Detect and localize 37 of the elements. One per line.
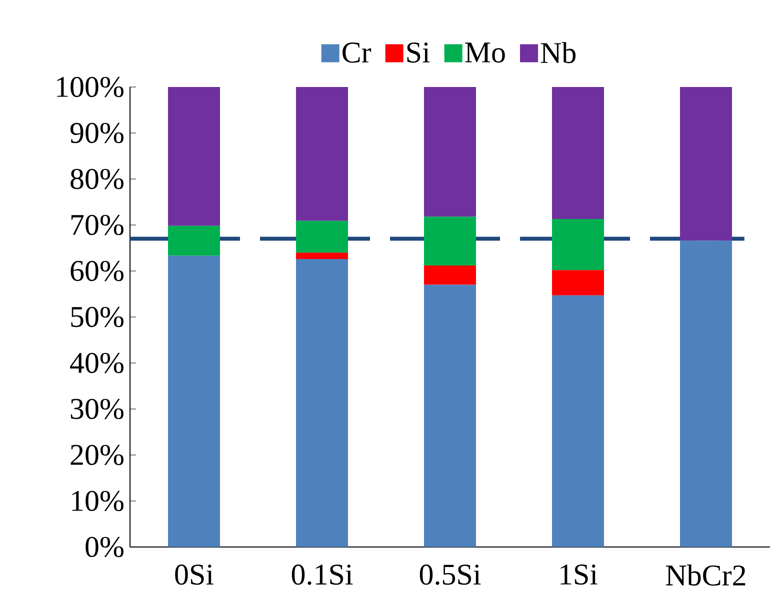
bar	[424, 284, 476, 547]
y-tick-label: 80%	[70, 168, 124, 190]
y-tick-label: 0%	[86, 536, 124, 558]
legend-label: Nb	[540, 42, 576, 64]
y-tick-label: 60%	[70, 260, 124, 282]
bar	[168, 86, 220, 226]
bar	[296, 259, 348, 547]
bar	[552, 86, 604, 220]
x-tick-label: 1Si	[560, 564, 598, 585]
y-tick-label: 20%	[70, 444, 124, 466]
bar	[552, 270, 604, 296]
bar	[680, 240, 732, 547]
y-tick-label: 90%	[70, 122, 124, 144]
x-tick-label: 0Si	[175, 564, 214, 585]
bar	[552, 295, 604, 547]
bar	[296, 86, 348, 221]
y-tick-label: 10%	[72, 490, 124, 512]
y-tick-label: 40%	[70, 352, 124, 374]
bar	[552, 219, 604, 270]
bar	[680, 86, 732, 241]
bar	[296, 220, 348, 253]
bar	[424, 265, 476, 285]
bar	[424, 216, 476, 266]
bar	[424, 86, 476, 217]
x-tick-label: 0.5Si	[420, 564, 481, 585]
legend-label: Mo	[465, 42, 505, 63]
legend-label: Si	[407, 42, 430, 63]
bar	[168, 256, 220, 547]
y-tick-label: 100%	[57, 76, 124, 98]
y-tick-label: 50%	[71, 306, 124, 328]
x-tick-label: NbCr2	[666, 564, 746, 586]
y-tick-label: 30%	[70, 398, 124, 420]
y-tick-label: 70%	[71, 214, 124, 236]
x-tick-label: 0.1Si	[292, 564, 353, 585]
bar	[168, 226, 220, 256]
legend-label: Cr	[342, 42, 372, 63]
bar	[296, 252, 348, 260]
